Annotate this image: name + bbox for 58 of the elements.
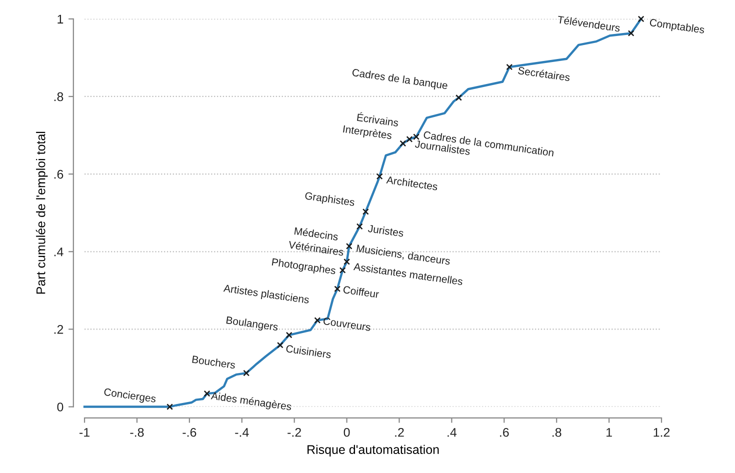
annotation: Médecins [294, 226, 338, 241]
annotation: Boulangers [226, 316, 278, 333]
y-tick-label: 1 [58, 14, 64, 24]
annotation: Comptables [649, 18, 705, 36]
annotation: Artistes plasticiens [223, 284, 310, 306]
point [456, 94, 462, 101]
y-tick-label: .2 [54, 325, 64, 334]
annotation: Cuisiniers [286, 344, 332, 358]
annotation: Télévendeurs [557, 15, 620, 32]
x-tick-label: .8 [552, 428, 562, 437]
annotation: Aides ménagères [210, 392, 292, 412]
point [638, 16, 644, 22]
x-tick-label: 1.2 [654, 428, 670, 437]
annotation: Photographes [272, 258, 336, 276]
y-axis-title: Part cumulée de l'emploi total [36, 132, 48, 294]
annotation: Juristes [368, 224, 404, 237]
annotation: Bouchers [192, 355, 236, 369]
x-tick-label: -.2 [288, 428, 301, 437]
point [344, 258, 350, 265]
point [506, 64, 513, 70]
point [204, 390, 210, 397]
x-tick-label: .6 [500, 428, 509, 437]
annotation: Cadres de la banque [352, 68, 448, 92]
x-tick-label: .4 [448, 428, 457, 437]
annotation: Coiffeur [343, 286, 380, 298]
point [356, 223, 363, 230]
point [166, 404, 173, 410]
y-tick-label: .4 [54, 248, 64, 256]
y-tick-label: 0 [57, 402, 64, 412]
x-tick-label: 0 [344, 428, 350, 437]
annotation: Secrétaires [518, 66, 570, 82]
x-tick-label: -.8 [130, 428, 144, 437]
annotation: Architectes [386, 176, 438, 190]
x-tick-label: 1 [606, 428, 612, 437]
point [243, 370, 250, 376]
point [334, 286, 341, 292]
x-tick-label: -.6 [182, 428, 196, 437]
annotation: Graphistes [304, 192, 355, 208]
point [346, 242, 352, 250]
point [376, 173, 383, 180]
point [314, 317, 321, 324]
x-tick-label: .2 [395, 428, 404, 437]
annotation: Vétérinaires [288, 240, 344, 256]
x-tick-label: -1 [80, 428, 90, 437]
annotation: Interprètes [342, 124, 392, 142]
x-axis-title: Risque d'automatisation [308, 444, 439, 456]
y-tick-label: .6 [54, 170, 64, 179]
point [339, 267, 346, 274]
point [400, 140, 406, 147]
point [362, 208, 369, 215]
annotation: Couvreurs [323, 317, 371, 332]
point [276, 342, 284, 348]
annotation: Concierges [104, 388, 156, 405]
x-tick-label: -.4 [235, 428, 249, 437]
y-tick-label: .8 [54, 92, 64, 102]
annotation: Écrivains [356, 112, 399, 127]
point [286, 332, 292, 338]
point [628, 30, 634, 36]
